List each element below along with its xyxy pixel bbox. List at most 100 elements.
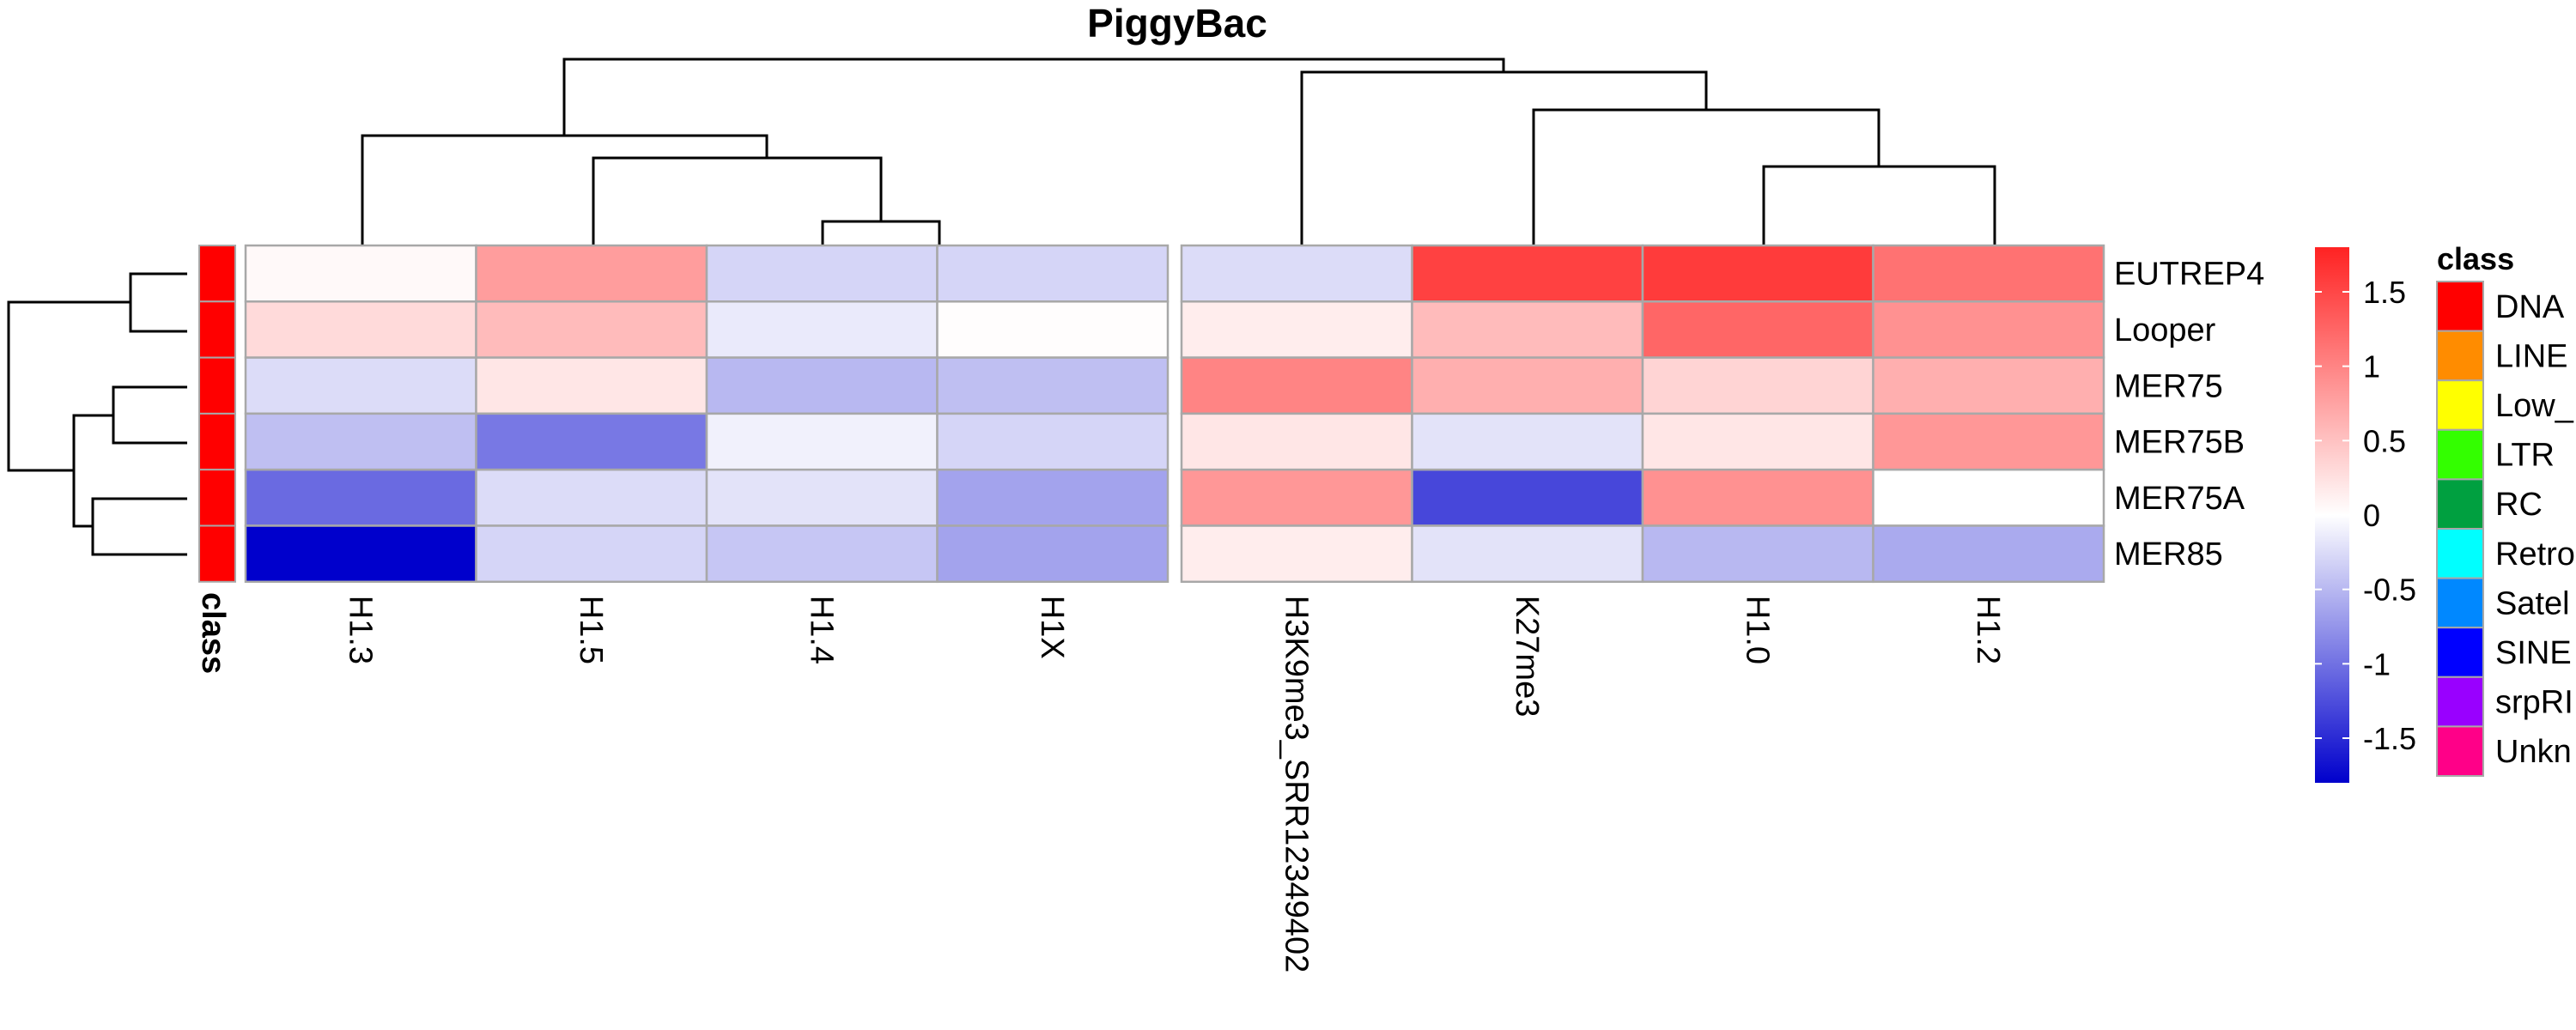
class-legend-title: class [2437, 241, 2514, 276]
class-annotation-cell [198, 412, 236, 471]
row-dendrogram [7, 272, 187, 556]
class-annotation-cell [198, 469, 236, 527]
heatmap-cell [475, 244, 708, 303]
heatmap-cell [244, 244, 477, 303]
heatmap-cell [1180, 412, 1413, 471]
heatmap-cell [1641, 412, 1874, 471]
class-legend-swatch [2436, 627, 2484, 678]
class-legend-swatch [2436, 577, 2484, 629]
heatmap-cell [475, 300, 708, 359]
column-labels: H1.3 H1.5 H1.4 H1X H3K9me3_SRR12349402 K27me3… [342, 596, 2006, 972]
row-label: Looper [2114, 312, 2216, 348]
column-label: H1.2 [1970, 596, 2006, 664]
class-legend: class DNA LINE Low_ LTR RC Retro Satel SINE srpR… [2436, 241, 2575, 778]
column-label: H1.5 [573, 596, 609, 664]
heatmap-cell [936, 412, 1170, 471]
class-legend-swatch [2436, 528, 2484, 579]
chart-title: PiggyBac [1087, 1, 1267, 45]
heatmap-cell [1872, 244, 2105, 303]
heatmap-cell [475, 468, 708, 527]
color-scale-legend: 1.5 1 0.5 0 -0.5 -1 -1.5 [2315, 247, 2416, 783]
class-legend-label: srpRI [2495, 685, 2573, 721]
class-legend-swatch [2436, 330, 2484, 382]
class-legend-swatch [2436, 478, 2484, 530]
row-dendrogram-branch [7, 300, 131, 472]
class-annotation-cell [198, 356, 236, 415]
heatmap-cell [705, 300, 939, 359]
heatmap-cell [1872, 468, 2105, 527]
heatmap-cell [1180, 524, 1413, 584]
heatmap-cell [1872, 356, 2105, 415]
heatmap-cell [1641, 524, 1874, 584]
heatmap-cell [244, 356, 477, 415]
color-scale-tick-label: 1 [2363, 349, 2380, 385]
row-dendrogram-branch [91, 497, 187, 556]
column-label: H1.3 [342, 596, 378, 664]
heatmap-cell [1641, 300, 1874, 359]
color-scale-tick-label: -1.5 [2363, 721, 2416, 756]
heatmap-cell [1411, 300, 1644, 359]
color-scale-tick-label: 0.5 [2363, 423, 2406, 458]
row-label: MER75A [2114, 481, 2245, 517]
heatmap-cell [1872, 412, 2105, 471]
heatmap-cell [244, 300, 477, 359]
heatmap-cell [1180, 356, 1413, 415]
row-label: MER75 [2114, 368, 2223, 404]
row-label: EUTREP4 [2114, 257, 2264, 293]
class-legend-label: LINE [2495, 338, 2567, 374]
heatmap-cell [1411, 468, 1644, 527]
class-legend-label: Unkn [2495, 734, 2572, 770]
heatmap-cell [1641, 244, 1874, 303]
column-dendrogram [361, 58, 1996, 245]
row-label: MER85 [2114, 536, 2223, 573]
col-dendrogram-branch [821, 220, 941, 245]
heatmap-cell [1872, 524, 2105, 584]
col-dendrogram-branch [1762, 165, 1996, 245]
heatmap-cell [705, 356, 939, 415]
column-label: H1.0 [1739, 596, 1775, 664]
row-label: MER75B [2114, 425, 2245, 461]
class-legend-label: Low_ [2495, 388, 2574, 424]
heatmap-cell [1411, 524, 1644, 584]
class-legend-swatch [2436, 281, 2484, 332]
heatmap-cell [475, 356, 708, 415]
col-dendrogram-branch [361, 134, 769, 245]
heatmap-cell [475, 412, 708, 471]
class-legend-swatch [2436, 379, 2484, 431]
col-dendrogram-branch [1532, 108, 1880, 245]
heatmap-cell [705, 524, 939, 584]
class-legend-swatch [2436, 676, 2484, 728]
heatmap-cell [244, 468, 477, 527]
heatmap-cell [705, 412, 939, 471]
row-labels: EUTREP4 Looper MER75 MER75B MER75A MER85 [2114, 257, 2264, 573]
heatmap-cell [244, 412, 477, 471]
heatmap-cell [244, 524, 477, 584]
row-dendrogram-branch [112, 385, 187, 445]
column-label: H3K9me3_SRR12349402 [1278, 596, 1314, 972]
heatmap-cell [1641, 356, 1874, 415]
row-dendrogram-branch [129, 272, 187, 333]
class-legend-label: RC [2495, 487, 2543, 523]
heatmap-cell [1641, 468, 1874, 527]
heatmap-cell [475, 524, 708, 584]
column-label: H1.4 [803, 596, 839, 664]
heatmap-cell [936, 300, 1170, 359]
heatmap-cell [1180, 244, 1413, 303]
class-annotation-cell [198, 245, 236, 303]
col-dendrogram-branch [562, 58, 1505, 136]
heatmap-cell [1872, 300, 2105, 359]
row-annotation-class [198, 245, 236, 583]
class-annotation-cell [198, 524, 236, 583]
heatmap-cell [936, 356, 1170, 415]
class-legend-label: Retro [2495, 536, 2575, 573]
heatmap-cell [1411, 244, 1644, 303]
color-scale-tick-label: -1 [2363, 646, 2391, 682]
heatmap-cell [936, 468, 1170, 527]
heatmap-cells [244, 244, 2105, 584]
color-scale-tick-label: -0.5 [2363, 573, 2416, 608]
class-legend-swatch [2436, 725, 2484, 778]
class-legend-swatch [2436, 428, 2484, 481]
col-dendrogram-branch [1300, 70, 1708, 245]
class-annotation-cell [198, 300, 236, 359]
